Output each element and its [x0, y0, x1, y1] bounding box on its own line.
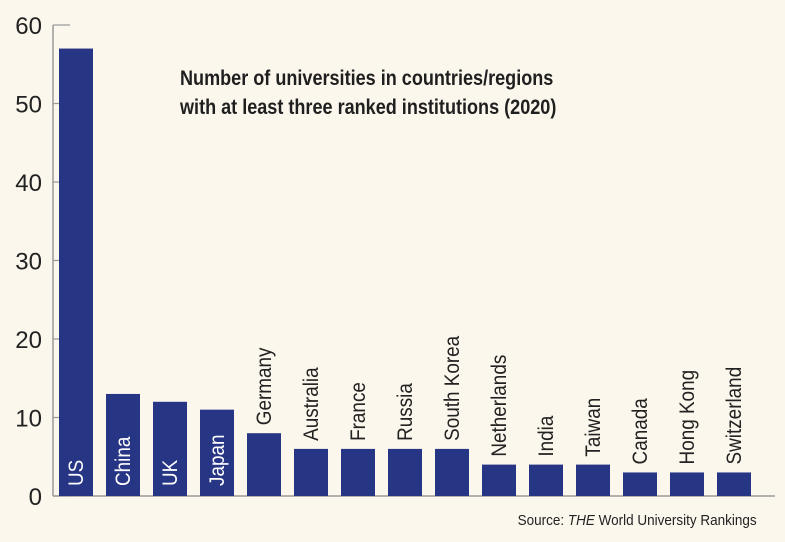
chart-title-line-1: Number of universities in countries/regi… — [180, 67, 554, 90]
x-category-label: Australia — [300, 367, 323, 441]
bar-canada — [623, 472, 657, 496]
x-category-label: Switzerland — [723, 367, 746, 465]
bar-australia — [294, 448, 328, 496]
x-category-label: Netherlands — [488, 355, 511, 457]
bar-france — [341, 448, 375, 496]
x-category-label: Russia — [394, 382, 417, 441]
x-category-label: US — [65, 460, 88, 486]
x-category-label: Hong Kong — [676, 370, 699, 465]
bar-uk — [153, 401, 187, 496]
y-tick-label: 60 — [15, 13, 42, 40]
bar-south-korea — [435, 448, 469, 496]
bar-netherlands — [482, 464, 516, 496]
x-category-label: UK — [159, 459, 182, 486]
x-category-label: France — [347, 382, 370, 441]
y-tick-label: 30 — [15, 249, 42, 276]
source-italic: THE — [568, 512, 596, 529]
x-category-label: South Korea — [441, 335, 464, 441]
bar-us — [59, 48, 93, 497]
source-note: Source: THE World University Rankings — [518, 512, 757, 529]
bar-india — [529, 464, 563, 496]
y-tick-label: 40 — [15, 170, 42, 197]
x-category-label: Taiwan — [582, 398, 605, 457]
bar-hong-kong — [670, 472, 704, 496]
bar-russia — [388, 448, 422, 496]
bar-taiwan — [576, 464, 610, 496]
chart-title: Number of universities in countries/regi… — [180, 64, 556, 122]
chart-title-line-2: with at least three ranked institutions … — [180, 96, 557, 119]
x-category-label: Germany — [253, 347, 276, 425]
bar-germany — [247, 433, 281, 496]
x-category-label: India — [535, 415, 558, 457]
source-suffix: World University Rankings — [595, 512, 757, 529]
y-tick-label: 50 — [15, 92, 42, 119]
bar-china — [106, 393, 140, 496]
x-category-label: Japan — [206, 435, 229, 486]
x-category-label: China — [112, 436, 135, 486]
x-category-label: Canada — [629, 397, 652, 464]
bar-switzerland — [717, 472, 751, 496]
bar-japan — [200, 409, 234, 496]
y-tick-label: 10 — [15, 406, 42, 433]
source-prefix: Source: — [517, 512, 569, 529]
y-tick-label: 20 — [15, 327, 42, 354]
y-tick-label: 0 — [29, 484, 42, 511]
